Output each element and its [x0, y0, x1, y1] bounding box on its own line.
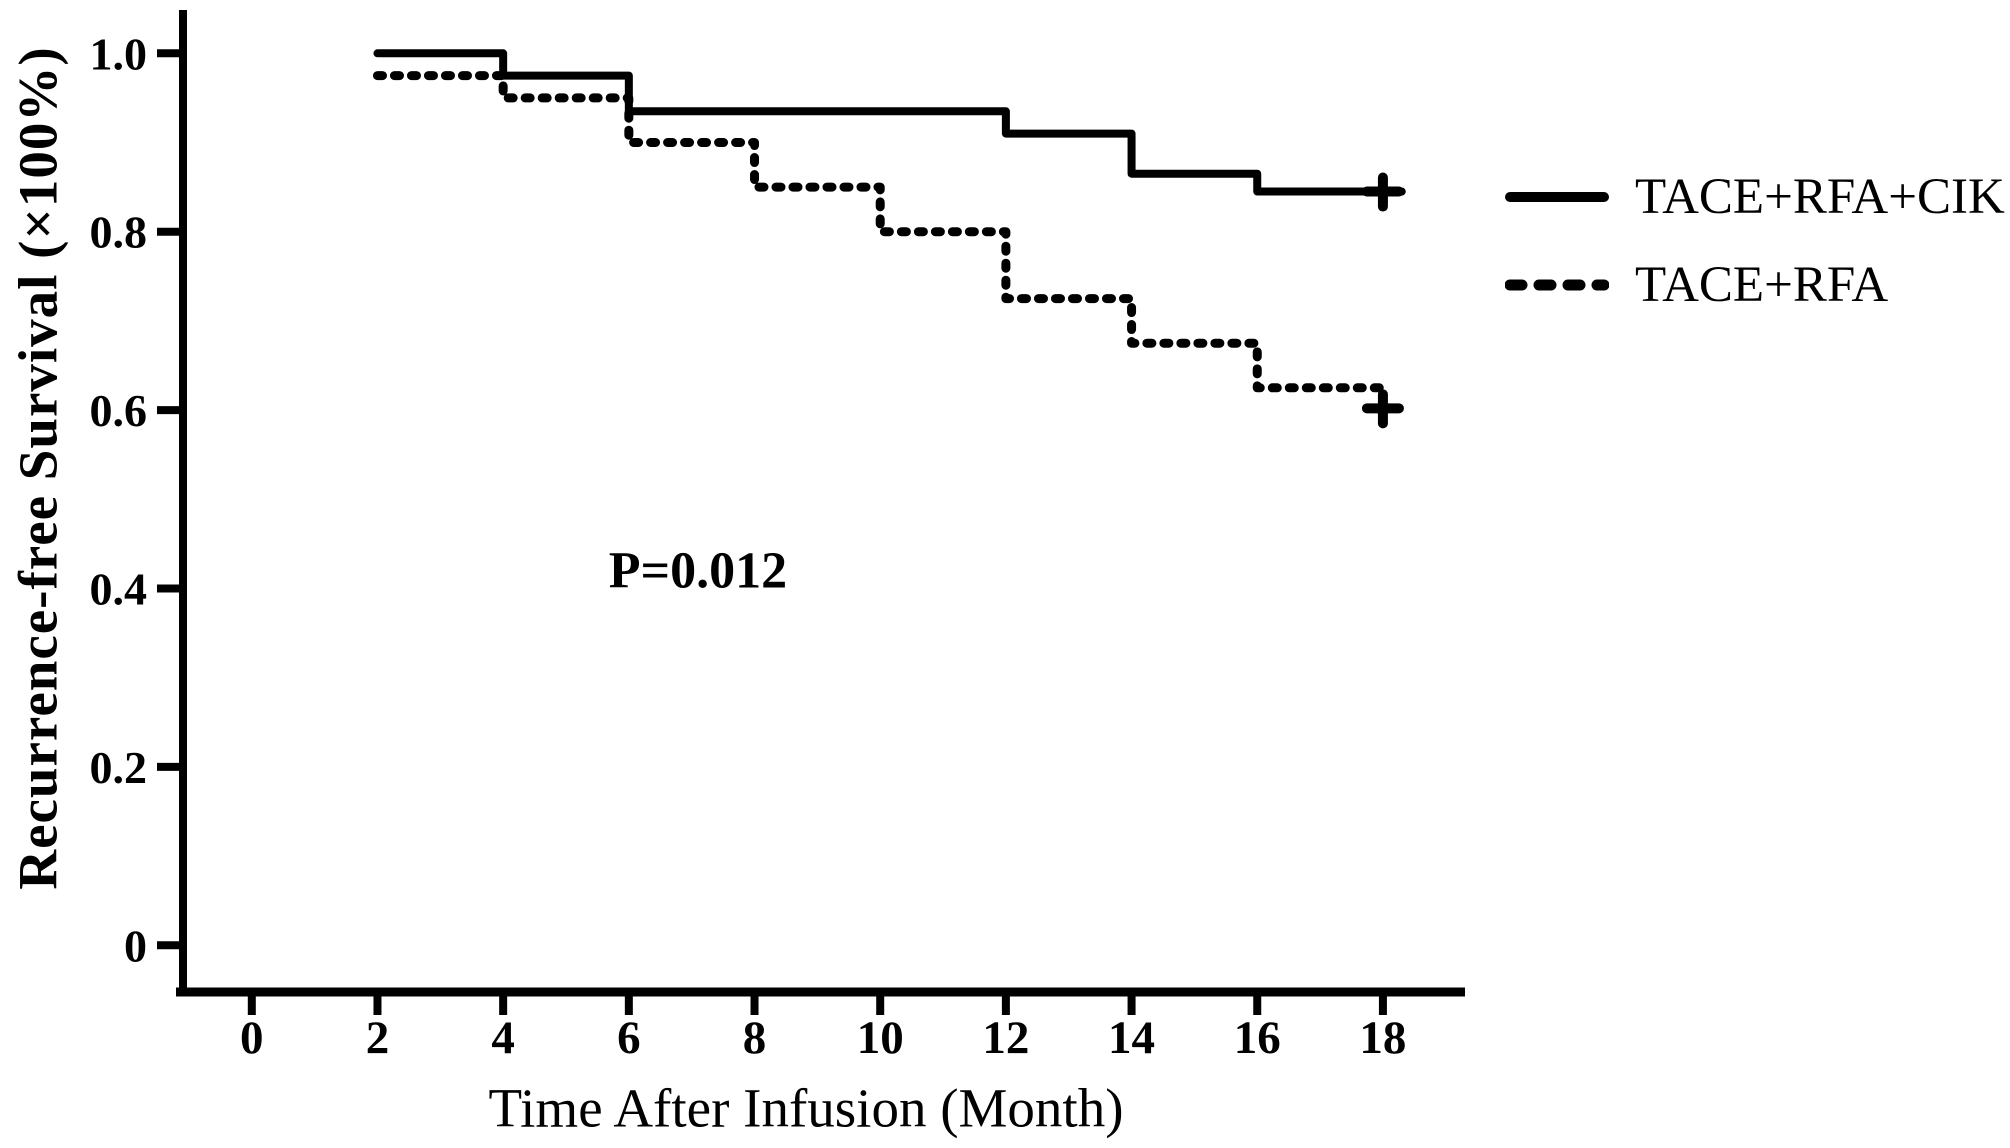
solid-line-swatch — [1505, 192, 1609, 202]
y-tick-label-1.0: 1.0 — [90, 28, 148, 79]
y-tick-label-0: 0 — [124, 920, 147, 971]
series-line-tace-rfa-cik — [373, 49, 1406, 196]
y-tick-label-0.2: 0.2 — [90, 742, 148, 793]
series-line-tace-rfa — [372, 71, 1388, 415]
legend-label-tace-rfa-cik: TACE+RFA+CIK — [1635, 169, 2005, 225]
p-value-annotation: P=0.012 — [608, 542, 788, 600]
x-tick-label-14: 14 — [1108, 1012, 1155, 1064]
x-tick-label-10: 10 — [857, 1012, 904, 1064]
x-tick-label-16: 16 — [1234, 1012, 1281, 1064]
legend-label-tace-rfa: TACE+RFA — [1635, 257, 1889, 313]
legend: TACE+RFA+CIK TACE+RFA — [1505, 153, 2005, 329]
x-axis-title: Time After Infusion (Month) — [488, 1077, 1124, 1139]
x-tick-label-12: 12 — [982, 1012, 1029, 1064]
dashed-line-swatch — [1505, 279, 1609, 291]
y-tick-label-0.4: 0.4 — [90, 564, 148, 615]
x-tick-label-0: 0 — [240, 1012, 264, 1064]
x-tick-label-4: 4 — [491, 1012, 515, 1064]
x-tick-label-18: 18 — [1359, 1012, 1406, 1064]
x-tick-label-8: 8 — [743, 1012, 767, 1064]
x-tick-label-6: 6 — [617, 1012, 641, 1064]
legend-item-tace-rfa-cik: TACE+RFA+CIK — [1505, 153, 2005, 241]
y-axis-title: Recurrence-free Survival (×100%) — [7, 46, 69, 890]
y-tick-label-0.6: 0.6 — [90, 385, 148, 436]
x-tick-label-2: 2 — [366, 1012, 390, 1064]
legend-item-tace-rfa: TACE+RFA — [1505, 241, 2005, 329]
y-tick-label-0.8: 0.8 — [90, 207, 148, 258]
